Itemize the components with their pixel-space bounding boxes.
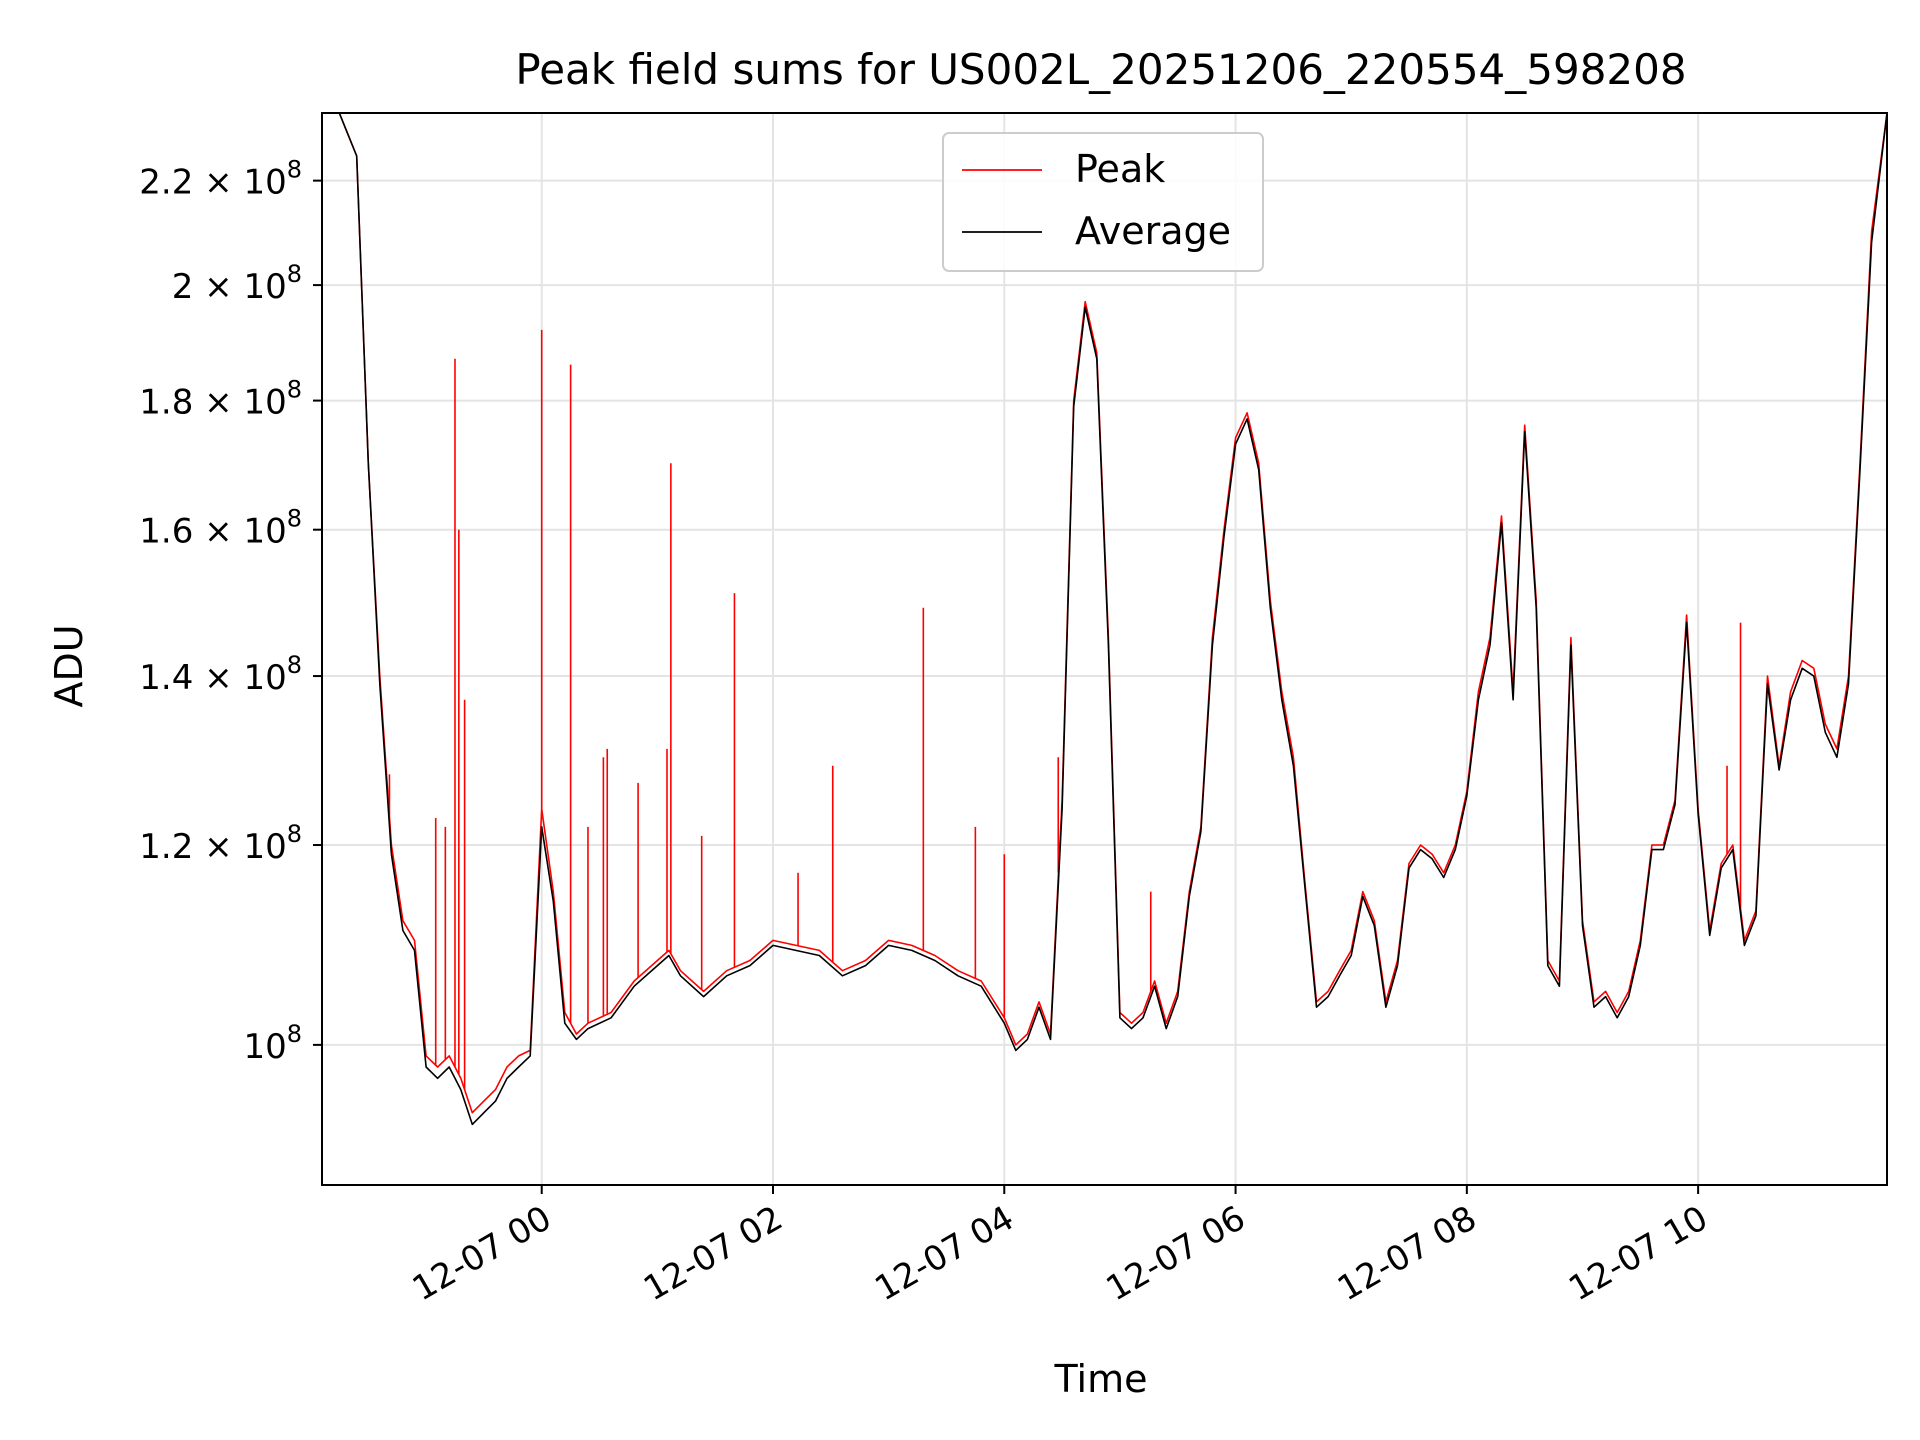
- y-tick-exponent: 8: [287, 1020, 302, 1048]
- series-line-average: [322, 113, 1887, 1126]
- y-tick-exponent: 8: [287, 156, 302, 184]
- series-line-peak: [322, 113, 1887, 1114]
- legend-label-peak: Peak: [1075, 147, 1165, 191]
- y-tick-label: 1.2 × 108: [139, 820, 302, 867]
- legend-label-average: Average: [1075, 209, 1231, 253]
- y-tick-label: 2.2 × 108: [139, 156, 302, 203]
- y-tick-exponent: 8: [287, 820, 302, 848]
- data-layer: [322, 113, 1887, 1126]
- legend-box: [942, 132, 1264, 272]
- legend: Peak Average: [942, 132, 1264, 272]
- y-tick-label: 2 × 108: [172, 260, 302, 307]
- y-tick-exponent: 8: [287, 505, 302, 533]
- y-tick-exponent: 8: [287, 260, 302, 288]
- y-tick-exponent: 8: [287, 651, 302, 679]
- axes-frame: [321, 112, 1888, 1186]
- y-tick-exponent: 8: [287, 376, 302, 404]
- x-axis-label: Time: [1054, 1357, 1148, 1401]
- chart-title: Peak field sums for US002L_20251206_2205…: [515, 45, 1686, 94]
- y-tick-label: 1.6 × 108: [139, 505, 302, 552]
- y-tick-label: 1.8 × 108: [139, 376, 302, 423]
- y-tick-label: 1.4 × 108: [139, 651, 302, 698]
- y-axis-label: ADU: [47, 624, 91, 707]
